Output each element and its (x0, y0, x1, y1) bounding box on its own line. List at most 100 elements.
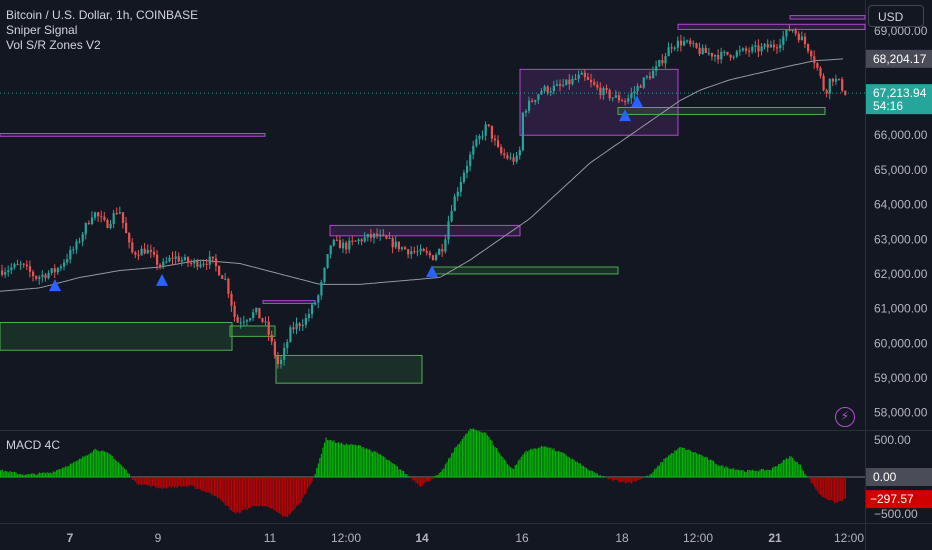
macd-bar-positive (358, 444, 360, 477)
macd-bar-positive (531, 449, 533, 477)
currency-button[interactable]: USD (868, 5, 924, 27)
candle-up (416, 251, 419, 253)
macd-bar-positive (581, 466, 583, 477)
macd-bar-positive (544, 446, 546, 477)
macd-bar-positive (568, 457, 571, 477)
macd-bar-negative (246, 477, 248, 510)
macd-bar-positive (3, 471, 5, 477)
macd-bar-positive (722, 465, 724, 477)
candle-up (320, 281, 323, 296)
macd-bar-positive (440, 471, 442, 477)
macd-bar-positive (407, 476, 409, 477)
macd-bar-positive (702, 455, 704, 477)
macd-bar-negative (168, 477, 171, 487)
macd-bar-negative (161, 477, 163, 489)
macd-bar-negative (274, 477, 276, 511)
macd-bar-positive (657, 465, 659, 477)
macd-bar-positive (79, 458, 81, 477)
macd-bar-positive (370, 450, 372, 477)
macd-bar-negative (812, 477, 814, 484)
candle-up (323, 267, 326, 282)
resistance-zone (262, 300, 316, 304)
macd-bar-negative (269, 477, 271, 509)
macd-bar-positive (550, 447, 552, 477)
candle-down (121, 212, 125, 223)
macd-bar-positive (723, 467, 726, 477)
candle-down (568, 79, 571, 85)
macd-bar-positive (649, 474, 651, 477)
indicator-vol-sr-zones[interactable]: Vol S/R Zones V2 (6, 38, 101, 52)
candle-down (35, 276, 38, 279)
candle-up (332, 239, 335, 246)
candle-up (528, 100, 531, 112)
macd-bar-positive (399, 469, 402, 477)
macd-bar-negative (289, 477, 292, 514)
candle-down (838, 78, 841, 80)
macd-bar-positive (513, 468, 515, 477)
macd-bar-positive (106, 452, 109, 477)
macd-bar-negative (613, 477, 615, 481)
macd-bar-negative (299, 477, 301, 504)
macd-bar-positive (703, 457, 705, 477)
macd-bar-positive (711, 460, 713, 477)
macd-bar-positive (441, 469, 443, 477)
macd-bar-positive (547, 447, 549, 477)
macd-bar-positive (505, 461, 507, 477)
macd-bar-negative (279, 477, 281, 514)
macd-bar-negative (627, 477, 629, 482)
macd-bar-positive (37, 474, 39, 477)
macd-bar-positive (744, 471, 746, 477)
macd-bar-positive (62, 467, 64, 477)
macd-bar-negative (843, 477, 845, 499)
macd-bar-positive (663, 458, 665, 477)
lightning-icon[interactable]: ⚡ (835, 407, 855, 427)
macd-bar-positive (730, 468, 732, 477)
candle-down (831, 78, 834, 82)
candle-up (484, 124, 487, 136)
macd-bar-positive (682, 447, 684, 477)
macd-bar-positive (71, 463, 73, 477)
macd-bar-positive (96, 449, 98, 477)
candle-up (738, 50, 741, 52)
macd-bar-positive (381, 455, 383, 477)
macd-bar-positive (120, 465, 123, 477)
macd-bar-positive (74, 461, 76, 477)
candle-up (521, 112, 524, 151)
macd-bar-positive (451, 453, 453, 477)
macd-bar-negative (136, 477, 138, 484)
macd-bar-positive (23, 475, 25, 477)
macd-bar-positive (496, 448, 498, 477)
candle-up (239, 322, 242, 324)
macd-bar-positive (102, 450, 104, 477)
candle-up (741, 48, 745, 51)
macd-bar-negative (215, 477, 217, 497)
candle-up (342, 242, 345, 249)
macd-bar-negative (209, 477, 211, 493)
candle-up (459, 182, 462, 192)
candle-down (841, 79, 844, 91)
macd-bar-positive (781, 462, 783, 477)
candle-up (242, 321, 245, 323)
macd-bar-negative (285, 477, 287, 518)
macd-indicator-label[interactable]: MACD 4C (6, 438, 61, 452)
time-tick-label: 7 (67, 531, 74, 545)
price-tick-label: 60,000.00 (874, 336, 928, 350)
candle-up (438, 249, 441, 255)
macd-bar-positive (0, 470, 2, 477)
macd-bar-positive (446, 462, 448, 477)
candle-down (335, 239, 338, 241)
candle-up (84, 223, 87, 235)
candle-up (537, 94, 540, 100)
macd-bar-positive (689, 450, 691, 477)
candle-down (624, 101, 627, 103)
candle-up (447, 221, 450, 240)
time-tick-label: 16 (515, 531, 529, 545)
candle-up (645, 76, 648, 78)
resistance-zone (677, 23, 866, 30)
macd-bar-positive (85, 455, 87, 477)
candle-down (639, 85, 642, 88)
indicator-sniper-signal[interactable]: Sniper Signal (6, 23, 78, 37)
macd-bar-positive (13, 471, 16, 477)
time-tick-label: 14 (415, 531, 429, 545)
